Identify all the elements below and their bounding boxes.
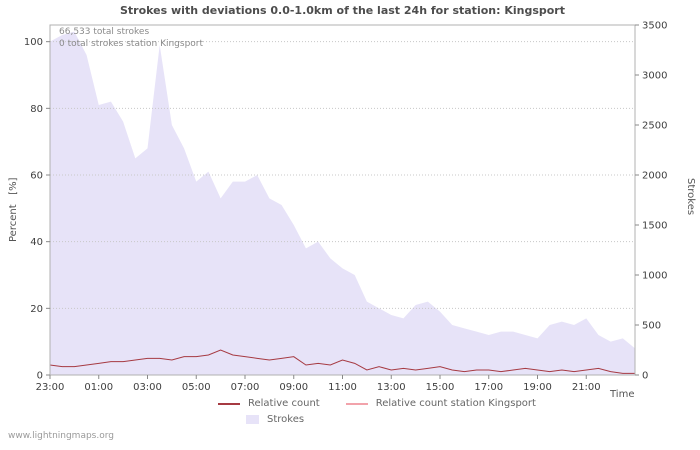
strokes-area xyxy=(50,31,635,376)
legend-item-strokes: Strokes xyxy=(246,414,304,425)
relative-count-station-line-swatch-icon xyxy=(345,402,368,405)
chart-title: Strokes with deviations 0.0-1.0km of the… xyxy=(120,4,565,17)
x-tick-label: 23:00 xyxy=(36,382,65,393)
y-axis-label-left: Percent [%] xyxy=(8,177,19,242)
watermark-link[interactable]: www.lightningmaps.org xyxy=(8,431,114,441)
legend-label-relative-count-station: Relative count station Kingsport xyxy=(375,398,536,409)
y-left-tick-label: 20 xyxy=(30,304,43,315)
annotation-station-total-strokes: 0 total strokes station Kingsport xyxy=(59,39,204,49)
y-right-tick-label: 500 xyxy=(642,321,661,332)
x-tick-label: 09:00 xyxy=(279,382,308,393)
x-tick-label: 01:00 xyxy=(84,382,113,393)
y-right-tick-label: 3500 xyxy=(642,21,667,32)
x-tick-label: 05:00 xyxy=(182,382,211,393)
x-tick-label: 11:00 xyxy=(328,382,357,393)
y-right-tick-label: 1000 xyxy=(642,271,667,282)
x-tick-label: 15:00 xyxy=(426,382,455,393)
y-left-tick-label: 80 xyxy=(30,104,43,115)
relative-count-line xyxy=(49,349,635,374)
x-tick-label: 21:00 xyxy=(572,382,601,393)
x-tick-label: 07:00 xyxy=(231,382,260,393)
y-right-tick-label: 3000 xyxy=(642,71,667,82)
x-tick-label: 17:00 xyxy=(474,382,503,393)
legend-item-relative-count-station: Relative count station Kingsport xyxy=(345,398,536,409)
y-right-tick-label: 1500 xyxy=(642,221,667,232)
strokes-area-swatch-icon xyxy=(246,415,259,424)
y-axis-label-right: Strokes xyxy=(685,178,696,216)
annotation-total-strokes: 66,533 total strokes xyxy=(59,27,150,37)
legend-label-strokes: Strokes xyxy=(267,414,305,425)
legend-row-1: Relative count Relative count station Ki… xyxy=(218,398,536,409)
x-tick-label: 13:00 xyxy=(377,382,406,393)
x-tick-label: 19:00 xyxy=(523,382,552,393)
y-left-tick-label: 60 xyxy=(30,171,43,182)
y-right-tick-label: 2000 xyxy=(642,171,667,182)
y-right-tick-label: 2500 xyxy=(642,121,667,132)
x-axis-label: Time xyxy=(610,389,635,400)
y-left-tick-label: 0 xyxy=(37,371,43,382)
legend-row-2: Strokes xyxy=(246,414,304,425)
y-right-tick-label: 0 xyxy=(642,371,648,382)
relative-count-line-swatch-icon xyxy=(218,402,240,405)
legend-item-relative-count: Relative count xyxy=(218,398,320,409)
y-left-tick-label: 100 xyxy=(24,37,43,48)
y-left-tick-label: 40 xyxy=(30,237,43,248)
x-tick-label: 03:00 xyxy=(133,382,162,393)
legend-label-relative-count: Relative count xyxy=(248,398,320,409)
